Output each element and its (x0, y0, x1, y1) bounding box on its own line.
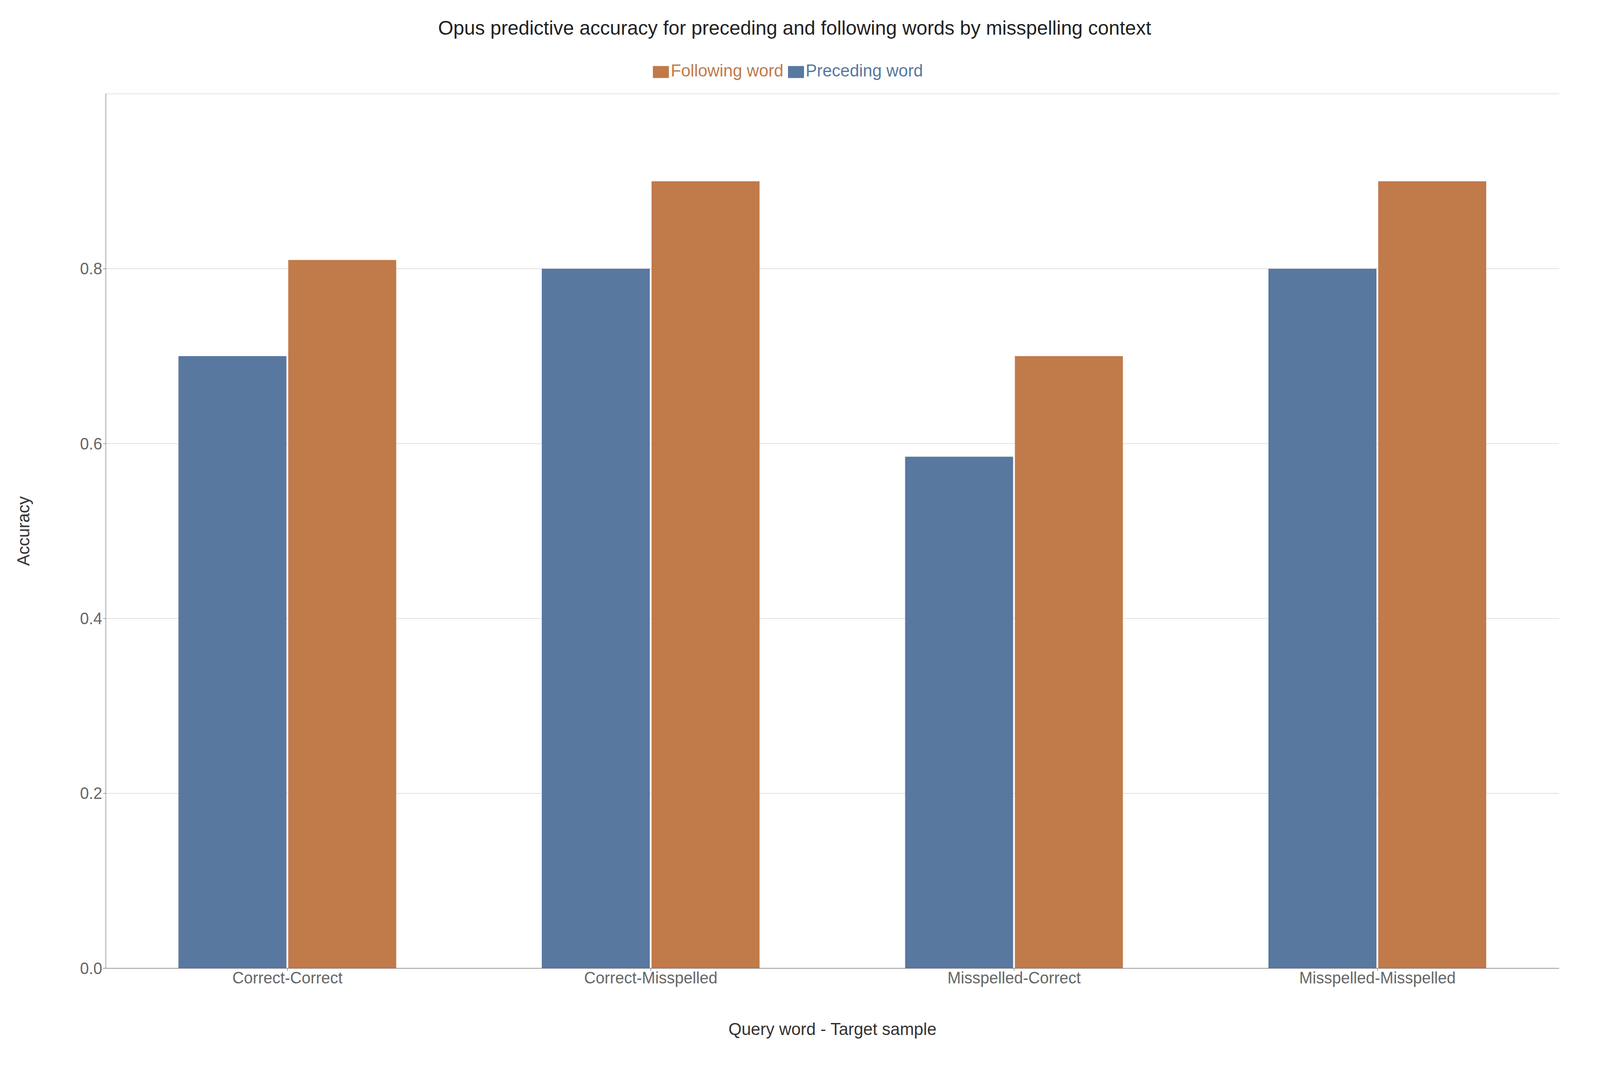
html-text:Following word: Following word (670, 61, 784, 80)
svg-text:Accuracy: Accuracy (14, 496, 33, 566)
svg-text:0.6: 0.6 (80, 434, 103, 453)
svg-text:0.8: 0.8 (80, 259, 103, 278)
svg-text:Correct-Correct: Correct-Correct (232, 968, 343, 987)
svg-text:Misspelled-Misspelled: Misspelled-Misspelled (1299, 968, 1456, 987)
svg-text:Query word - Target sample: Query word - Target sample (728, 1019, 937, 1039)
svg-text:Misspelled-Correct: Misspelled-Correct (947, 968, 1081, 987)
svg-text:0.2: 0.2 (80, 784, 103, 803)
svg-text:0.0: 0.0 (80, 959, 103, 978)
html-text:Preceding word: Preceding word (805, 61, 924, 80)
svg-text:Correct-Misspelled: Correct-Misspelled (584, 968, 718, 987)
svg-text:0.4: 0.4 (80, 609, 103, 628)
html-text:Opus predictive accuracy for p: Opus predictive accuracy for preceding a… (438, 16, 1152, 39)
